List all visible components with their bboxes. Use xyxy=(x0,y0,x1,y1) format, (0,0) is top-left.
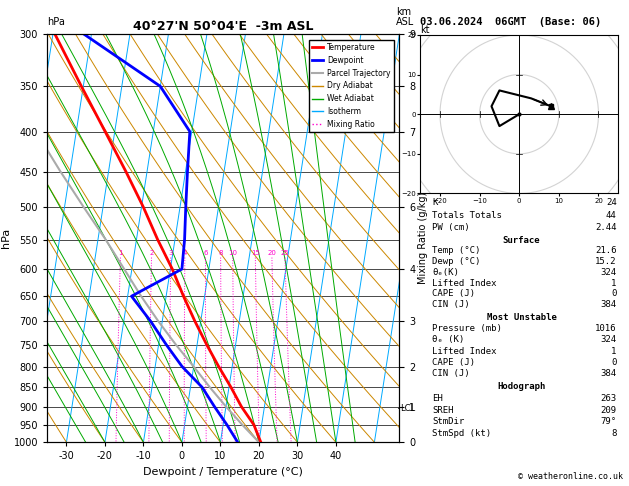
Y-axis label: Mixing Ratio (g/kg): Mixing Ratio (g/kg) xyxy=(418,192,428,284)
Text: 79°: 79° xyxy=(601,417,616,426)
Text: 20: 20 xyxy=(267,249,276,256)
Text: 15: 15 xyxy=(251,249,260,256)
Text: Totals Totals: Totals Totals xyxy=(432,210,502,220)
Y-axis label: hPa: hPa xyxy=(1,228,11,248)
Text: 324: 324 xyxy=(601,268,616,277)
Text: 0: 0 xyxy=(611,358,616,367)
Text: StmDir: StmDir xyxy=(432,417,465,426)
Text: © weatheronline.co.uk: © weatheronline.co.uk xyxy=(518,472,623,481)
Text: 8: 8 xyxy=(218,249,223,256)
Text: CAPE (J): CAPE (J) xyxy=(432,358,476,367)
Text: Lifted Index: Lifted Index xyxy=(432,347,497,356)
Text: Pressure (mb): Pressure (mb) xyxy=(432,324,502,333)
Text: Hodograph: Hodograph xyxy=(498,382,545,391)
Text: Most Unstable: Most Unstable xyxy=(486,312,557,322)
Text: 384: 384 xyxy=(601,369,616,379)
Text: CAPE (J): CAPE (J) xyxy=(432,290,476,298)
Title: 40°27'N 50°04'E  -3m ASL: 40°27'N 50°04'E -3m ASL xyxy=(133,20,313,33)
Text: 21.6: 21.6 xyxy=(595,246,616,255)
Text: 1: 1 xyxy=(611,347,616,356)
Text: 4: 4 xyxy=(182,249,187,256)
Text: Temp (°C): Temp (°C) xyxy=(432,246,481,255)
Legend: Temperature, Dewpoint, Parcel Trajectory, Dry Adiabat, Wet Adiabat, Isotherm, Mi: Temperature, Dewpoint, Parcel Trajectory… xyxy=(309,40,394,132)
Text: K: K xyxy=(432,198,438,208)
Text: SREH: SREH xyxy=(432,406,454,415)
Text: 209: 209 xyxy=(601,406,616,415)
Text: 263: 263 xyxy=(601,394,616,403)
Text: 324: 324 xyxy=(601,335,616,345)
Text: kt: kt xyxy=(420,25,430,35)
Text: 384: 384 xyxy=(601,300,616,309)
Text: 8: 8 xyxy=(611,429,616,438)
X-axis label: Dewpoint / Temperature (°C): Dewpoint / Temperature (°C) xyxy=(143,467,303,477)
Text: 1016: 1016 xyxy=(595,324,616,333)
Text: 1: 1 xyxy=(118,249,123,256)
Text: 0: 0 xyxy=(611,290,616,298)
Text: 44: 44 xyxy=(606,210,616,220)
Text: 2.44: 2.44 xyxy=(595,223,616,232)
Text: 6: 6 xyxy=(203,249,208,256)
Text: CIN (J): CIN (J) xyxy=(432,369,470,379)
Text: 25: 25 xyxy=(281,249,289,256)
Text: PW (cm): PW (cm) xyxy=(432,223,470,232)
Text: StmSpd (kt): StmSpd (kt) xyxy=(432,429,491,438)
Text: 03.06.2024  06GMT  (Base: 06): 03.06.2024 06GMT (Base: 06) xyxy=(420,17,601,27)
Text: 24: 24 xyxy=(606,198,616,208)
Text: 10: 10 xyxy=(228,249,237,256)
Text: 15.2: 15.2 xyxy=(595,257,616,266)
Text: 2: 2 xyxy=(149,249,153,256)
Text: θₑ(K): θₑ(K) xyxy=(432,268,459,277)
Text: Lifted Index: Lifted Index xyxy=(432,278,497,288)
Text: 3: 3 xyxy=(169,249,173,256)
Text: Dewp (°C): Dewp (°C) xyxy=(432,257,481,266)
Text: CIN (J): CIN (J) xyxy=(432,300,470,309)
Text: hPa: hPa xyxy=(47,17,65,27)
Text: 1: 1 xyxy=(611,278,616,288)
Text: Surface: Surface xyxy=(503,236,540,244)
Text: θₑ (K): θₑ (K) xyxy=(432,335,465,345)
Text: LCL: LCL xyxy=(400,404,415,413)
Text: km
ASL: km ASL xyxy=(396,7,415,27)
Text: EH: EH xyxy=(432,394,443,403)
